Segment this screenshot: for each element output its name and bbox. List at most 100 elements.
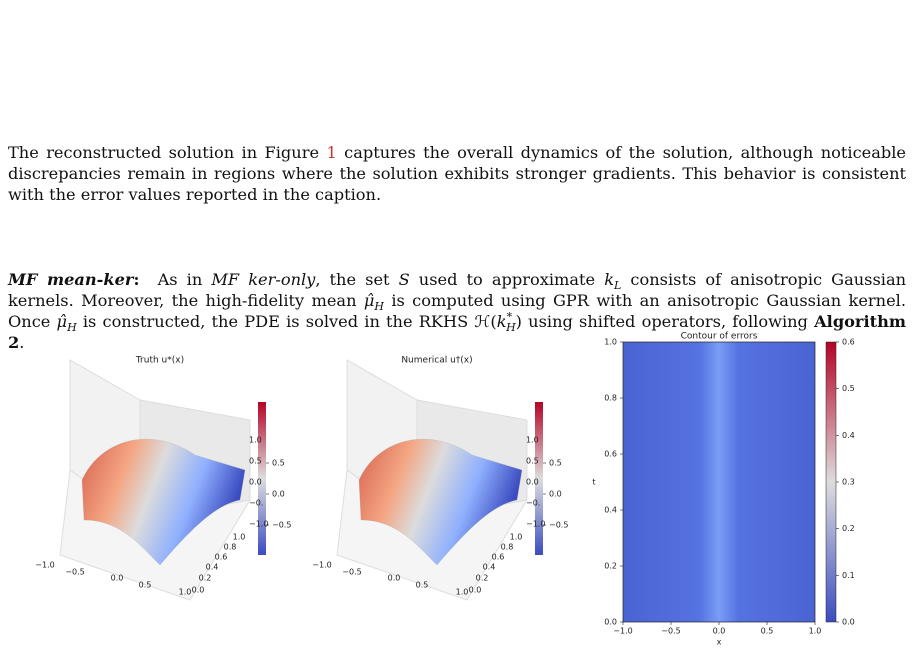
math: ℋ( xyxy=(474,312,497,331)
surface xyxy=(81,439,246,566)
math: ) xyxy=(515,312,522,331)
y-tick-label: 0.6 xyxy=(215,553,228,562)
text: Algorithm 2 xyxy=(8,312,906,352)
colorbar-tick-label: 0.5 xyxy=(842,384,855,393)
x-tick-label: 1.0 xyxy=(179,588,192,597)
text: . xyxy=(19,333,25,352)
colorbar xyxy=(258,402,266,555)
z-tick-label: −0. xyxy=(526,499,540,508)
math: L xyxy=(614,279,622,293)
y-tick-label: 0.4 xyxy=(604,506,617,515)
colorbar-tick-label: 0.3 xyxy=(842,478,855,487)
x-tick-label: 0.0 xyxy=(388,574,401,583)
text: : xyxy=(133,270,140,289)
text: is constructed, the PDE is solved in the… xyxy=(76,312,475,331)
colorbar-tick-label: 0.1 xyxy=(842,571,855,580)
z-tick-label: −1.0 xyxy=(249,520,268,529)
colorbar-tick-label: 0.5 xyxy=(272,459,285,468)
math: S xyxy=(398,270,410,289)
x-tick-label: 0.0 xyxy=(111,574,124,583)
surface-panel: Truth u*(x)−1.0−0.50.00.51.0 0.00.20.40.6… xyxy=(35,356,291,601)
x-tick-label: −0.5 xyxy=(661,627,680,636)
colorbar-tick-label: 0.4 xyxy=(842,431,855,440)
y-tick-label: 0.8 xyxy=(224,543,237,552)
math: k xyxy=(604,270,615,289)
text: The reconstructed solution in Figure xyxy=(8,143,327,162)
x-tick-label: 0.5 xyxy=(139,581,152,590)
y-tick-label: 1.0 xyxy=(233,533,246,542)
y-tick-label: 0.0 xyxy=(469,586,482,595)
z-tick-label: −1.0 xyxy=(526,520,545,529)
paragraph: MF mean-ker: As in MF ker-only, the set … xyxy=(8,269,906,353)
error-field xyxy=(622,341,816,623)
y-tick-label: 0.2 xyxy=(476,574,489,583)
math: H xyxy=(67,321,77,335)
x-tick-label: −0.5 xyxy=(342,568,361,577)
math: k xyxy=(496,312,507,331)
y-axis-label: t xyxy=(592,478,595,487)
panel-title: Contour of errors xyxy=(681,332,758,342)
surface-panel: Numerical u†(x)−1.0−0.50.00.51.0 0.00.20.… xyxy=(312,356,568,601)
x-tick-label: 0.5 xyxy=(416,581,429,590)
math: H xyxy=(374,300,384,314)
y-tick-label: 0.2 xyxy=(604,562,617,571)
y-tick-label: 0.6 xyxy=(492,553,505,562)
y-tick-label: 0.0 xyxy=(604,618,617,627)
x-axis-label: x xyxy=(717,638,722,647)
z-tick-label: 1.0 xyxy=(249,436,262,445)
math: * xyxy=(506,310,513,324)
y-tick-label: 0.8 xyxy=(604,394,617,403)
text: consists of anisotropic Gaussian kernels… xyxy=(8,270,907,310)
math: μ̂ xyxy=(363,291,375,310)
y-tick-label: 0.6 xyxy=(604,450,617,459)
y-tick-label: 0.4 xyxy=(483,563,496,572)
colorbar-tick-label: 0.5 xyxy=(549,459,562,468)
colorbar-tick-label: 0.0 xyxy=(842,618,855,627)
math: H xyxy=(506,321,516,335)
panel-title: Numerical u†(x) xyxy=(401,356,472,366)
y-tick-label: 1.0 xyxy=(510,533,523,542)
figure-link[interactable]: 1 xyxy=(326,143,337,162)
y-tick-label: 0.0 xyxy=(192,586,205,595)
contour-panel: Contour of errors x t −1.0 −0.5 0.0 0.5 1.0 0… xyxy=(592,332,854,647)
z-tick-label: 0.0 xyxy=(249,478,262,487)
colorbar-tick-label: 0.2 xyxy=(842,524,855,533)
text: , the set xyxy=(315,270,399,289)
colorbar-tick-label: 0.6 xyxy=(842,338,855,347)
run-in-heading: MF mean-ker xyxy=(8,270,134,289)
z-tick-label: 0.5 xyxy=(526,457,539,466)
text: using shifted operators, following xyxy=(521,312,815,331)
paragraph: The reconstructed solution in Figure 1 c… xyxy=(8,142,906,205)
y-tick-label: 0.4 xyxy=(206,563,219,572)
panel-title: Truth u*(x) xyxy=(135,356,184,366)
x-tick-label: −1.0 xyxy=(613,627,632,636)
text: captures the overall dynamics of the sol… xyxy=(8,143,906,204)
text: As in xyxy=(139,270,212,289)
x-tick-label: −1.0 xyxy=(35,561,54,570)
math: μ̂ xyxy=(56,312,68,331)
x-tick-label: −0.5 xyxy=(65,568,84,577)
x-tick-label: 0.5 xyxy=(761,627,774,636)
y-tick-label: 0.2 xyxy=(199,574,212,583)
x-tick-label: 1.0 xyxy=(809,627,822,636)
colorbar-tick-label: 0.0 xyxy=(549,490,562,499)
y-tick-label: 1.0 xyxy=(604,338,617,347)
z-tick-label: 1.0 xyxy=(526,436,539,445)
text: is computed using GPR with an anisotropi… xyxy=(8,291,907,331)
colorbar-tick-label: 0.0 xyxy=(272,490,285,499)
z-tick-label: 0.0 xyxy=(526,478,539,487)
z-tick-label: −0. xyxy=(249,499,263,508)
text: MF ker-only xyxy=(211,270,316,289)
surface xyxy=(358,439,523,566)
text: used to approximate xyxy=(409,270,605,289)
colorbar xyxy=(825,341,837,623)
y-tick-label: 0.8 xyxy=(501,543,514,552)
z-tick-label: 0.5 xyxy=(249,457,262,466)
colorbar xyxy=(535,402,543,555)
x-tick-label: 1.0 xyxy=(456,588,469,597)
colorbar-tick-label: −0.5 xyxy=(549,521,568,530)
colorbar-tick-label: −0.5 xyxy=(272,521,291,530)
x-tick-label: 0.0 xyxy=(713,627,726,636)
